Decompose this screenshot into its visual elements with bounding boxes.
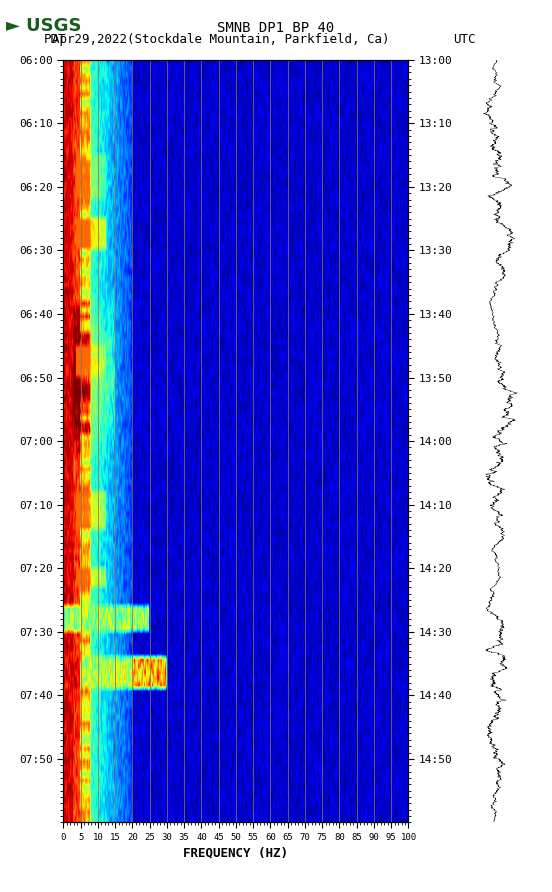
- Text: PDT: PDT: [44, 33, 67, 46]
- Text: SMNB DP1 BP 40: SMNB DP1 BP 40: [217, 21, 335, 36]
- Text: UTC: UTC: [453, 33, 475, 46]
- Text: ► USGS: ► USGS: [6, 17, 81, 35]
- Text: Apr29,2022(Stockdale Mountain, Parkfield, Ca): Apr29,2022(Stockdale Mountain, Parkfield…: [52, 33, 390, 46]
- X-axis label: FREQUENCY (HZ): FREQUENCY (HZ): [183, 846, 289, 859]
